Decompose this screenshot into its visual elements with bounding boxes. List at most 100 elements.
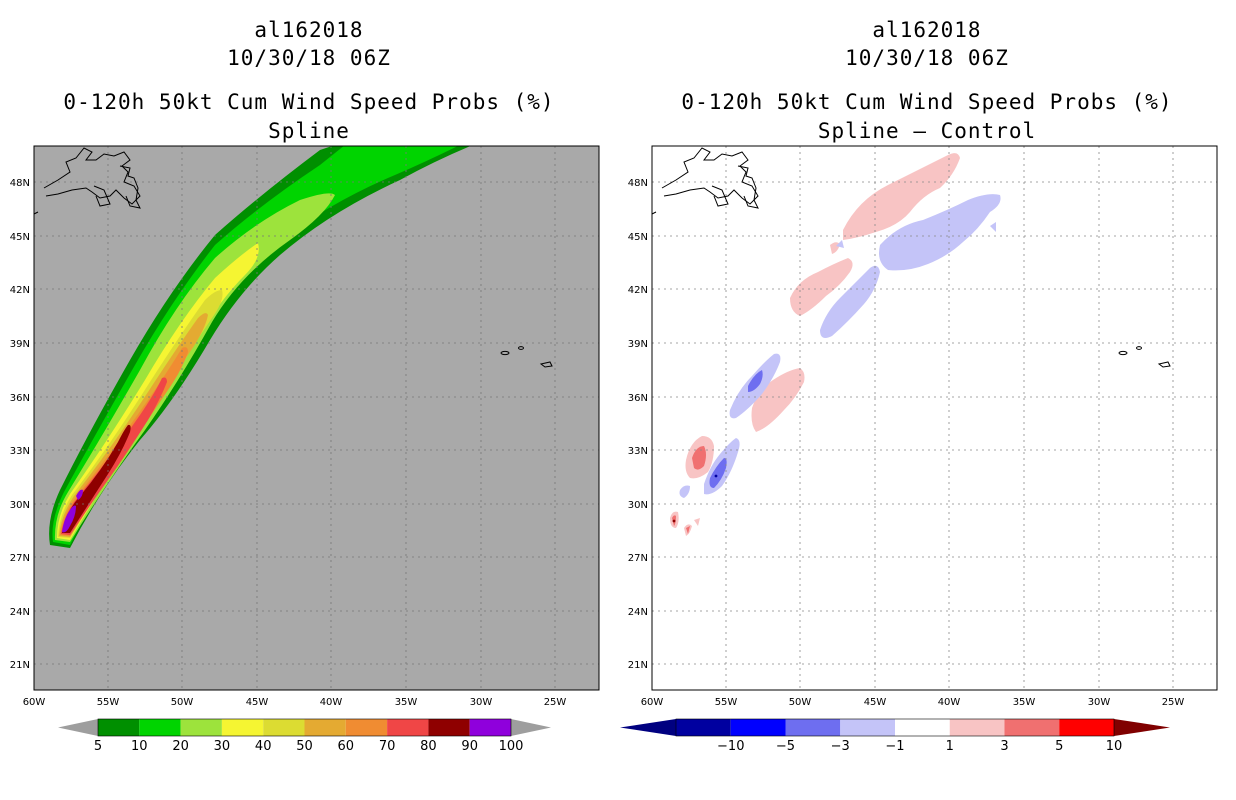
diff-neg-8 [748,370,763,392]
grid-lines [34,146,599,690]
svg-text:35W: 35W [395,697,418,708]
colorbar-label: −10 [717,739,744,754]
lon-labels: 60W 55W 50W 45W 40W 35W 30W 25W [23,697,567,708]
svg-text:30W: 30W [470,697,493,708]
colorbar-label: 5 [94,739,102,754]
colorbar-label: −3 [831,739,850,754]
svg-text:33N: 33N [10,446,30,457]
colorbar-swatch [895,719,950,736]
lon-labels: 60W 55W 50W 45W 40W 35W 30W 25W [641,697,1185,708]
svg-text:25W: 25W [544,697,567,708]
product-title: 0-120h 50kt Cum Wind Speed Probs (%) [681,90,1173,114]
colorbar-swatch [785,719,841,736]
colorbar-swatch [730,719,786,736]
svg-text:45W: 45W [246,697,269,708]
diff-neg-2 [820,265,880,338]
colorbar-label: 3 [1000,739,1008,754]
colorbar-end-high [511,719,551,736]
colorbar-label: 80 [420,739,437,754]
svg-text:30W: 30W [1088,697,1111,708]
colorbar-swatch [221,719,264,736]
colorbar-label: 5 [1055,739,1063,754]
svg-text:21N: 21N [10,660,30,671]
svg-text:35W: 35W [1013,697,1036,708]
difference-contours [670,153,1001,536]
colorbar-label: 50 [296,739,313,754]
colorbar-label: 10 [1106,739,1123,754]
diff-pos-2 [790,258,853,316]
lat-labels: 48N 45N 42N 39N 36N 33N 30N 27N 24N 21N [628,178,648,671]
svg-text:39N: 39N [628,339,648,350]
svg-text:40W: 40W [320,697,343,708]
colorbar-swatch [263,719,305,736]
colorbar-swatch [469,719,511,736]
diff-pos-8 [694,518,700,526]
grid-lines [652,146,1217,690]
diff-neg-1 [879,194,1001,271]
colorbar-label: −1 [885,739,904,754]
colorbar-swatch [180,719,222,736]
colorbar-swatch [949,719,1005,736]
colorbar-end-high [1114,719,1170,736]
diff-neg-7 [836,240,844,248]
contour-90 [62,505,76,533]
colorbar-difference: −10 −5 −3 −1 1 3 5 10 [620,718,1170,754]
diff-pos-9 [692,446,706,470]
contour-10 [52,146,458,545]
subtitle: Spline [268,119,350,143]
coastline-newfoundland [651,147,759,215]
svg-text:60W: 60W [23,697,46,708]
svg-text:36N: 36N [628,393,648,404]
svg-text:55W: 55W [97,697,120,708]
colorbar-label: 10 [131,739,148,754]
svg-text:50W: 50W [171,697,194,708]
colorbar-spline: 5 10 20 30 40 50 60 70 80 90 100 [58,718,551,754]
storm-id-title: al162018 [254,18,364,42]
colorbar-end-low [620,719,676,736]
svg-text:30N: 30N [10,500,30,511]
colorbar-label: 40 [255,739,272,754]
colorbar-label: 100 [499,739,524,754]
storm-id-title: al162018 [872,18,982,42]
svg-text:45N: 45N [628,232,648,243]
azores-islands [500,346,553,368]
colorbar-swatch [1059,719,1114,736]
azores-islands [1118,346,1171,368]
svg-text:50W: 50W [789,697,812,708]
colorbar-swatch [840,719,895,736]
datetime-title: 10/30/18 06Z [845,46,1009,70]
subtitle: Spline – Control [817,119,1037,143]
svg-text:27N: 27N [628,553,648,564]
colorbar-swatch [98,719,140,736]
svg-text:42N: 42N [628,285,648,296]
svg-text:48N: 48N [10,178,30,189]
colorbar-label: 90 [461,739,478,754]
contour-80 [62,424,131,533]
datetime-title: 10/30/18 06Z [227,46,391,70]
svg-text:45N: 45N [10,232,30,243]
map-difference: 48N 45N 42N 39N 36N 33N 30N 27N 24N 21N … [620,145,1218,754]
contour-90b [76,489,83,500]
svg-text:25W: 25W [1162,697,1185,708]
svg-text:40W: 40W [938,697,961,708]
svg-text:55W: 55W [715,697,738,708]
colorbar-swatch [1004,719,1060,736]
colorbar-label: 20 [172,739,189,754]
diff-pos-4 [751,368,805,432]
svg-text:24N: 24N [628,607,648,618]
svg-text:36N: 36N [10,393,30,404]
colorbar-swatch [428,719,470,736]
svg-text:27N: 27N [10,553,30,564]
colorbar-label: 30 [214,739,231,754]
product-title: 0-120h 50kt Cum Wind Speed Probs (%) [63,90,555,114]
colorbar-label: 60 [338,739,355,754]
colorbar-swatch [676,719,731,736]
diff-pos-11 [686,526,690,534]
panel-spline: al162018 10/30/18 06Z 0-120h 50kt Cum Wi… [10,18,600,754]
svg-text:33N: 33N [628,446,648,457]
svg-text:42N: 42N [10,285,30,296]
panel-difference: al162018 10/30/18 06Z 0-120h 50kt Cum Wi… [618,0,1236,800]
diff-neg-5 [679,485,690,498]
svg-text:24N: 24N [10,607,30,618]
map-spline: 48N 45N 42N 39N 36N 33N 30N 27N 24N 21N … [10,145,600,754]
